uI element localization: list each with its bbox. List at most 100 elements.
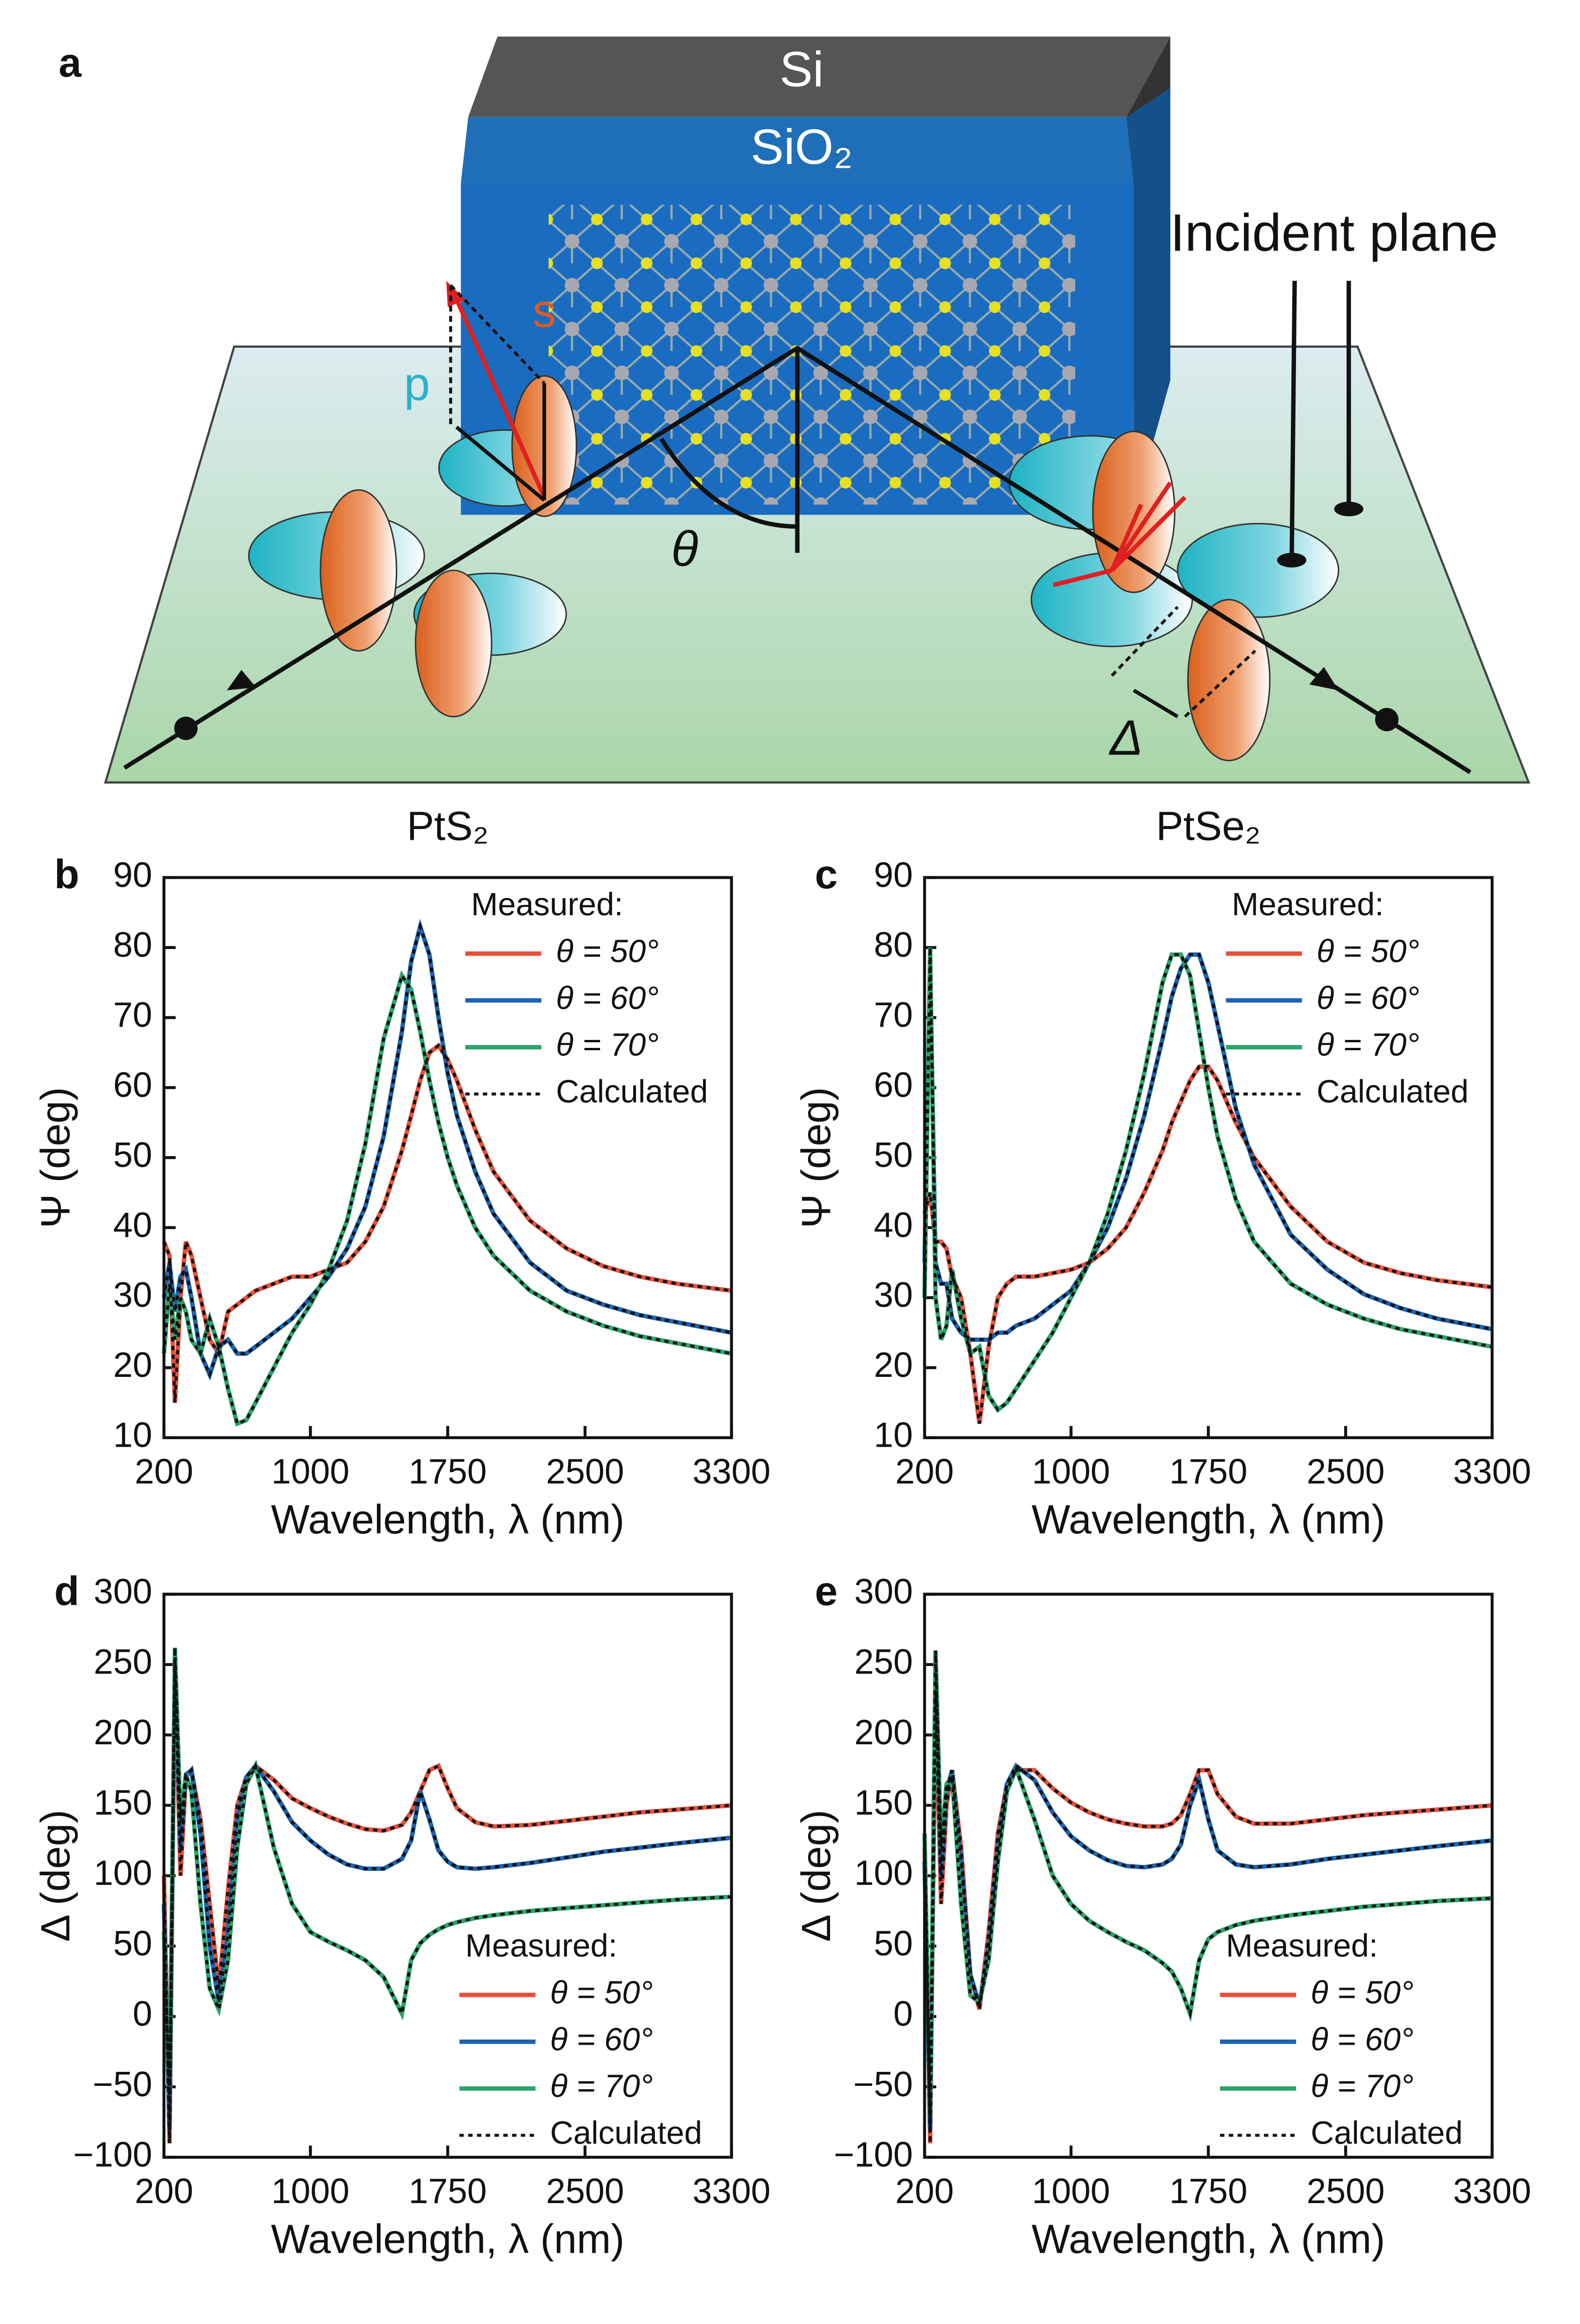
y-axis-label: Ψ (deg) — [793, 1087, 839, 1228]
data-line — [922, 1657, 1492, 2130]
y-tick-label: 150 — [94, 1783, 152, 1822]
y-tick-label: 30 — [874, 1275, 913, 1315]
y-tick-label: 90 — [113, 855, 152, 894]
y-tick-label: 80 — [113, 925, 152, 964]
angle-label: θ — [671, 522, 698, 577]
x-tick-label: 1750 — [1169, 1452, 1248, 1491]
y-tick-label: 50 — [874, 1135, 913, 1174]
lattice — [548, 204, 1076, 505]
y-tick-label: 150 — [854, 1783, 913, 1822]
plot-frame — [923, 1592, 1494, 2159]
x-tick-label: 200 — [895, 1452, 954, 1491]
x-axis-label: Wavelength, λ (nm) — [271, 1496, 624, 1542]
plane-label: Incident plane — [1170, 203, 1498, 262]
y-tick-label: 250 — [854, 1642, 913, 1681]
x-tick-label: 2500 — [546, 1452, 624, 1491]
x-tick-label: 200 — [135, 2171, 193, 2211]
legend-label: θ = 70° — [1311, 2068, 1414, 2104]
x-tick-label: 1000 — [1032, 1452, 1110, 1491]
x-tick-label: 3300 — [692, 2171, 771, 2211]
data-line — [922, 1064, 1493, 1424]
legend-label: Calculated — [556, 1074, 708, 1110]
y-tick-label: 30 — [113, 1275, 152, 1315]
x-tick-label: 1750 — [409, 1452, 487, 1491]
calculated-line — [162, 1657, 732, 2130]
angle-arc — [659, 437, 798, 529]
y-tick-label: 60 — [874, 1065, 913, 1105]
y-tick-label: 60 — [113, 1065, 152, 1105]
calculated-line — [923, 947, 1493, 1412]
panel-label: d — [54, 1568, 79, 1614]
p-vector — [455, 426, 546, 502]
y-tick-label: −50 — [854, 2064, 913, 2104]
s-label: s — [532, 285, 556, 337]
guide — [449, 284, 546, 427]
calculated-line — [162, 972, 732, 1426]
panel-label: c — [815, 852, 838, 897]
y-tick-label: 100 — [94, 1853, 152, 1892]
x-tick-label: 3300 — [1453, 1452, 1531, 1491]
schematic: a Si SiO₂ Incident plane s p θ Δ — [59, 37, 1530, 784]
calculated-line — [923, 1065, 1492, 1424]
y-tick-label: 0 — [893, 1994, 913, 2033]
x-axis-label: Wavelength, λ (nm) — [1032, 1496, 1385, 1542]
legend-label: θ = 50° — [556, 933, 659, 969]
s-wave — [415, 569, 493, 717]
legend-label: Calculated — [550, 2115, 702, 2151]
calculated-line — [162, 1043, 732, 1403]
legend-label: θ = 70° — [556, 1027, 659, 1063]
panel-label: e — [815, 1568, 838, 1614]
calculated-line — [923, 1657, 1492, 2130]
y-tick-label: 70 — [874, 995, 913, 1034]
y-tick-label: 80 — [874, 925, 913, 964]
x-tick-label: 1000 — [271, 1452, 350, 1491]
y-tick-label: 40 — [874, 1205, 913, 1244]
pointer-end — [1334, 501, 1363, 516]
delta-arrow — [1132, 688, 1179, 718]
x-tick-label: 2500 — [546, 2171, 624, 2211]
y-tick-label: 20 — [874, 1345, 913, 1384]
x-tick-label: 1000 — [271, 2171, 350, 2211]
x-tick-label: 200 — [135, 1452, 193, 1491]
legend-label: θ = 70° — [550, 2068, 653, 2104]
s-wave — [320, 489, 397, 652]
y-tick-label: 300 — [854, 1571, 913, 1611]
arrow — [226, 670, 256, 691]
x-tick-label: 3300 — [692, 1452, 771, 1491]
legend-label: Calculated — [1317, 1074, 1468, 1110]
layer-label: SiO₂ — [750, 119, 853, 174]
y-axis-label: Δ (deg) — [32, 1810, 78, 1942]
panel-label: b — [54, 852, 79, 897]
y-tick-label: −50 — [93, 2064, 152, 2104]
legend-label: θ = 50° — [1317, 933, 1419, 969]
y-tick-label: 200 — [94, 1712, 152, 1752]
y-tick-label: 90 — [874, 855, 913, 894]
legend-label: Calculated — [1311, 2115, 1463, 2151]
y-tick-label: 300 — [94, 1571, 152, 1611]
plot-frame — [162, 876, 733, 1439]
chart-title: PtS₂ — [407, 803, 489, 849]
x-tick-label: 1000 — [1032, 2171, 1110, 2211]
si-layer — [468, 37, 1170, 117]
data-line — [922, 947, 1493, 1413]
y-tick-label: 10 — [113, 1415, 152, 1455]
legend-title: Measured: — [465, 1928, 617, 1964]
legend-label: θ = 60° — [550, 2021, 653, 2057]
p-wave — [1176, 523, 1340, 618]
legend-label: θ = 50° — [1311, 1974, 1414, 2010]
y-tick-label: 20 — [113, 1345, 152, 1384]
y-tick-label: −100 — [73, 2135, 152, 2174]
panel-label: a — [59, 40, 82, 86]
x-tick-label: 2500 — [1307, 1452, 1385, 1491]
plot-frame — [923, 876, 1494, 1439]
y-tick-label: 50 — [113, 1135, 152, 1174]
legend-label: θ = 60° — [556, 980, 659, 1016]
guide — [1110, 605, 1257, 718]
legend-title: Measured: — [1232, 886, 1384, 922]
arrow — [1309, 667, 1339, 691]
calculated-line — [923, 1650, 1492, 2115]
y-axis-label: Δ (deg) — [793, 1810, 839, 1942]
x-tick-label: 1750 — [409, 2171, 487, 2211]
